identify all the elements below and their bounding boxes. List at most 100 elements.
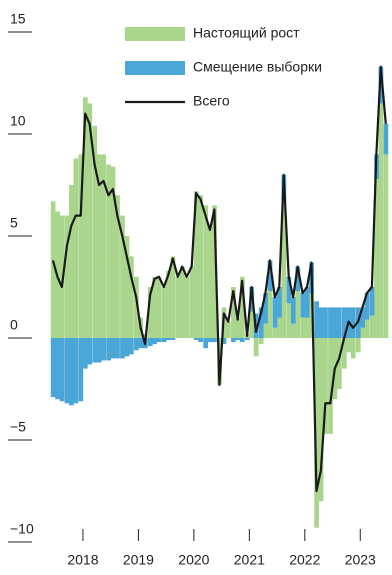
bar (300, 293, 306, 318)
bar (78, 154, 84, 338)
bar (290, 323, 296, 338)
bar (207, 338, 213, 343)
bar (59, 338, 65, 402)
bar (231, 338, 236, 343)
bar (128, 338, 134, 355)
bar (152, 338, 158, 345)
bar (277, 287, 282, 318)
bar (277, 317, 282, 338)
bar (106, 338, 111, 361)
bar (124, 236, 130, 338)
bar (318, 307, 324, 338)
bar (120, 215, 125, 338)
bar (239, 338, 245, 343)
bar (323, 307, 328, 338)
bar (87, 338, 93, 365)
bar (110, 166, 116, 338)
bar (258, 338, 264, 345)
bar (64, 215, 70, 338)
bar (69, 185, 74, 338)
bar (286, 303, 292, 338)
bar (69, 338, 74, 406)
bar (350, 338, 356, 359)
bar (203, 338, 209, 349)
bar (369, 315, 375, 338)
bar (300, 317, 306, 338)
bar (73, 158, 79, 338)
bar (170, 338, 176, 341)
x-tick-label: 2018 (67, 552, 98, 568)
bar (336, 338, 342, 389)
bar (106, 164, 111, 338)
bar (133, 276, 139, 338)
bar (263, 323, 268, 338)
bar (92, 338, 98, 363)
bar (101, 338, 106, 361)
bar (221, 338, 227, 345)
bar (272, 297, 278, 328)
bar (87, 103, 93, 339)
bar (110, 338, 116, 359)
bar (115, 195, 120, 338)
bar (124, 338, 130, 357)
legend-swatch (125, 27, 185, 41)
bar (166, 338, 171, 341)
legend-label: Всего (193, 93, 230, 109)
bar (180, 266, 185, 338)
bar (82, 338, 88, 369)
bar (281, 201, 287, 338)
bar (96, 154, 102, 338)
y-tick-label: −10 (10, 521, 34, 537)
bar (138, 338, 144, 349)
bar (286, 276, 292, 304)
bar (304, 287, 310, 318)
bar (189, 266, 195, 338)
bar (332, 307, 338, 338)
bar (253, 338, 259, 357)
bar (360, 307, 366, 328)
y-tick-label: 5 (10, 215, 18, 231)
bar (170, 256, 176, 338)
bar (207, 225, 213, 338)
bar (120, 338, 125, 359)
bar (101, 154, 106, 338)
bar (350, 307, 356, 338)
legend-label: Настоящий рост (193, 25, 300, 41)
x-tick-label: 2021 (234, 552, 265, 568)
bar (383, 123, 389, 155)
bar (147, 338, 153, 347)
bar (212, 338, 217, 343)
bar (304, 317, 310, 338)
bar (323, 338, 328, 434)
bar (92, 125, 98, 338)
bar (314, 338, 319, 528)
x-tick-label: 2023 (345, 552, 376, 568)
y-tick-label: 10 (10, 113, 26, 129)
bar (156, 276, 162, 338)
bar (184, 276, 190, 338)
bar (249, 311, 255, 338)
bar (295, 266, 301, 292)
bar (78, 338, 84, 402)
bar (133, 338, 139, 351)
bar (147, 287, 153, 338)
bar (55, 338, 60, 400)
bar (355, 338, 361, 353)
bar (360, 327, 366, 338)
bar (193, 338, 199, 341)
bar (328, 338, 333, 434)
legend-label: Смещение выборки (193, 59, 322, 75)
bar (156, 338, 162, 343)
bar (212, 205, 217, 338)
bar (341, 307, 347, 338)
bar (203, 205, 209, 338)
bar (115, 338, 120, 359)
bar (82, 97, 88, 338)
bar (374, 178, 379, 338)
bar (193, 191, 199, 338)
bar (267, 291, 273, 338)
bar (346, 338, 352, 353)
bar (239, 276, 245, 338)
bar (198, 338, 204, 343)
bar (272, 327, 278, 338)
